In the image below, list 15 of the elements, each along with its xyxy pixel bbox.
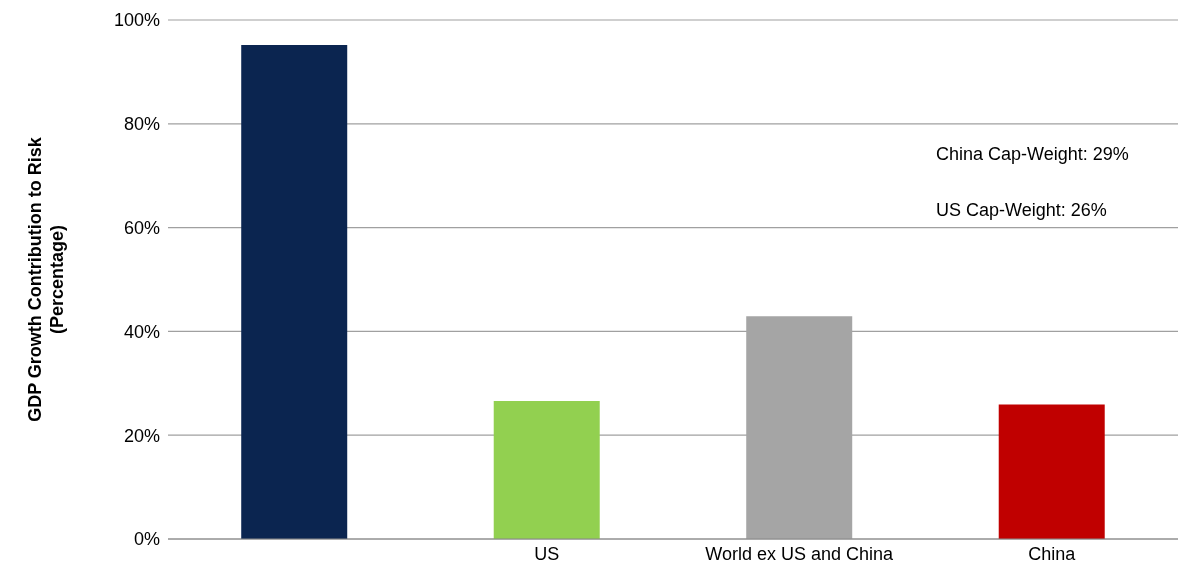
y-tick-label: 100% [113, 10, 160, 31]
bar [998, 404, 1105, 539]
bar [241, 44, 348, 539]
y-tick-label: 80% [123, 114, 160, 135]
y-tick-label: 40% [123, 321, 160, 342]
x-tick-label: China [1028, 543, 1077, 564]
x-tick-label: US [534, 543, 560, 564]
annotation: US Cap-Weight: 26% [936, 200, 1107, 221]
y-tick-label: 60% [123, 217, 160, 238]
x-tick-label: World ex US and China [705, 543, 895, 564]
y-axis-title: GDP Growth Contribution to Risk (Percentage) [25, 136, 67, 422]
bar [493, 400, 600, 539]
y-tick-label: 20% [123, 425, 160, 446]
annotation: China Cap-Weight: 29% [936, 144, 1129, 165]
y-tick-label: 0% [133, 529, 160, 550]
